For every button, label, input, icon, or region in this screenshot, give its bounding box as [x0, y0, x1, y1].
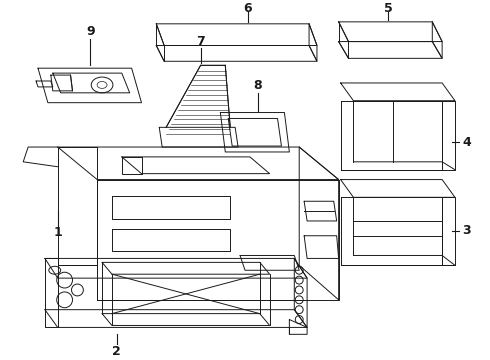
- Text: 6: 6: [244, 1, 252, 14]
- Text: 4: 4: [463, 136, 471, 149]
- Text: 1: 1: [53, 226, 62, 239]
- Text: 8: 8: [253, 80, 262, 93]
- Text: 2: 2: [113, 345, 121, 357]
- Text: 7: 7: [196, 35, 205, 48]
- Text: 3: 3: [463, 224, 471, 237]
- Text: 9: 9: [86, 25, 95, 38]
- Text: 5: 5: [384, 1, 392, 14]
